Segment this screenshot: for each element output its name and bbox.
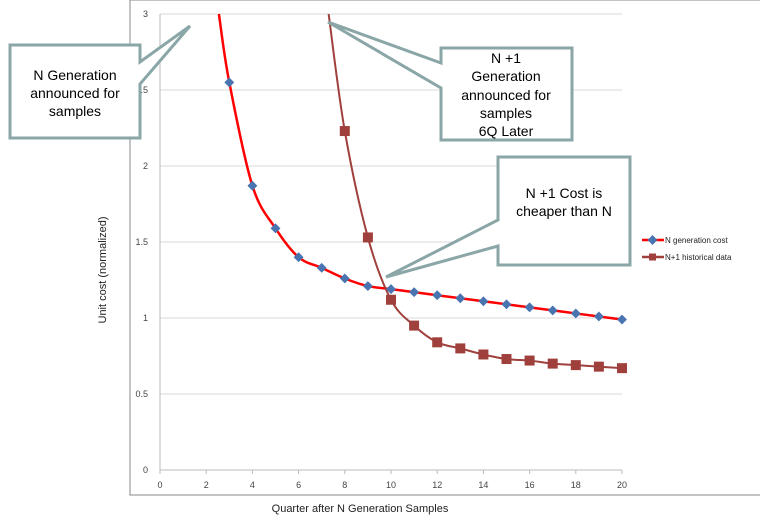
y-tick-label: 0.5 [135, 389, 148, 399]
data-point-n1 [547, 358, 558, 369]
legend-marker-n1 [649, 253, 656, 261]
data-point-n [293, 252, 304, 263]
callout-n-line-1: N Generation [33, 67, 116, 83]
y-tick-label: 0 [143, 465, 148, 475]
x-tick-label: 14 [478, 480, 488, 490]
y-tick-label: 2 [143, 161, 148, 171]
data-point-n [478, 296, 489, 307]
data-point-n [455, 293, 466, 304]
x-tick-label: 10 [386, 480, 396, 490]
legend-label-n: N generation cost [665, 236, 728, 245]
series-group [217, 13, 627, 374]
data-point-n1 [593, 361, 604, 372]
data-point-n [339, 273, 350, 284]
callouts: N Generation announced for samples N +1 … [8, 20, 632, 279]
legend-marker-n [647, 235, 658, 245]
y-tick-label: .5 [140, 85, 148, 95]
data-point-n1 [339, 126, 350, 137]
data-point-n [409, 287, 420, 298]
data-point-n1 [432, 337, 443, 348]
data-point-n [570, 308, 581, 319]
data-point-n [501, 299, 512, 310]
data-point-n1 [386, 294, 396, 305]
x-tick-label: 6 [296, 480, 301, 490]
x-tick-label: 4 [250, 480, 255, 490]
callout-n-generation [8, 24, 192, 140]
legend: N generation cost N+1 historical data [642, 235, 732, 262]
data-point-n [270, 223, 281, 234]
y-tick-label: 3 [143, 9, 148, 19]
x-tick-label: 16 [525, 480, 535, 490]
data-point-n1 [570, 360, 581, 371]
data-point-n1 [362, 232, 373, 243]
callout-n1-line-4: samples [480, 105, 532, 121]
y-tick-label: 1 [143, 313, 148, 323]
y-tick-label: 1.5 [135, 237, 148, 247]
data-point-n [316, 262, 327, 273]
x-tick-label: 20 [617, 480, 627, 490]
data-point-n [362, 281, 373, 292]
callout-cheaper [385, 155, 632, 279]
callout-n-line-2: announced for [30, 85, 120, 101]
callout-n1-line-3: announced for [461, 87, 551, 103]
data-point-n1 [617, 363, 627, 374]
data-point-n [224, 77, 235, 88]
data-point-n [593, 311, 604, 322]
data-point-n [524, 302, 535, 313]
y-axis-label: Unit cost (normalized) [97, 217, 109, 324]
data-point-n [386, 284, 396, 295]
x-tick-label: 2 [204, 480, 209, 490]
x-axis-label: Quarter after N Generation Samples [272, 503, 449, 515]
data-point-n1 [455, 343, 466, 354]
callout-n1-line-2: Generation [471, 68, 540, 84]
legend-label-n1: N+1 historical data [665, 253, 732, 262]
data-point-n1 [501, 354, 512, 365]
data-point-n [432, 290, 443, 301]
x-tick-label: 8 [342, 480, 347, 490]
data-point-n [547, 305, 558, 316]
callout-n1-generation [327, 20, 574, 142]
x-tick-label: 12 [432, 480, 442, 490]
tick-labels: 0 0.5 1 1.5 2 .5 3 0 2 4 6 8 10 12 14 16 18 20 [135, 9, 627, 490]
callout-cheaper-line-2: cheaper than N [516, 203, 612, 219]
data-point-n1 [524, 355, 535, 366]
data-point-n1 [478, 349, 489, 360]
x-tick-label: 0 [157, 480, 162, 490]
callout-n1-line-5: 6Q Later [479, 123, 534, 139]
callout-n-line-3: samples [49, 103, 101, 119]
x-tick-label: 18 [571, 480, 581, 490]
data-point-n [247, 180, 258, 191]
callout-cheaper-line-1: N +1 Cost is [526, 185, 603, 201]
data-point-n1 [409, 320, 420, 331]
callout-n1-line-1: N +1 [491, 50, 521, 66]
data-point-n [617, 314, 627, 325]
